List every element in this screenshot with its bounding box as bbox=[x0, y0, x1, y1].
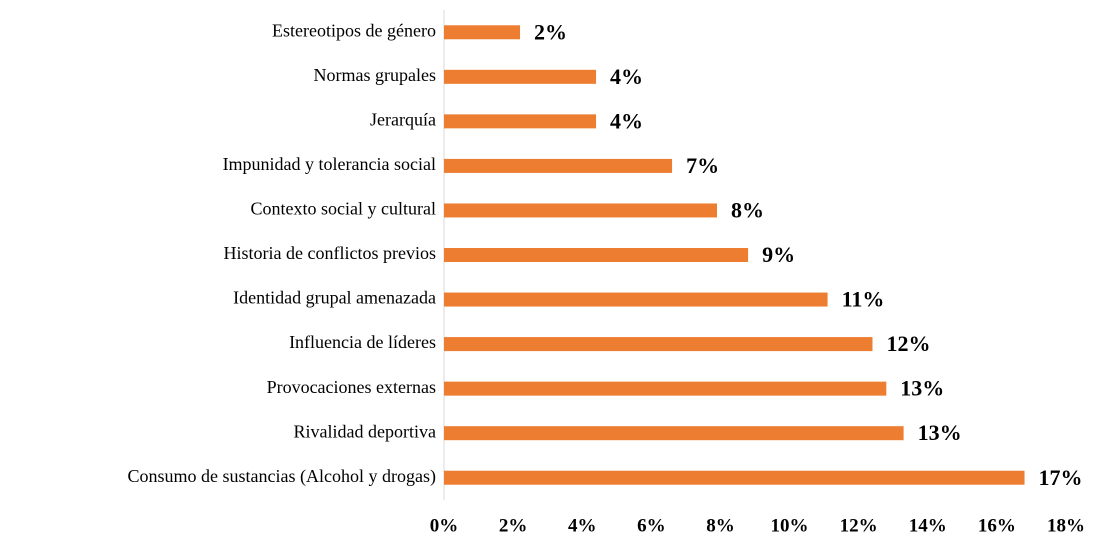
x-tick-label: 12% bbox=[840, 515, 878, 536]
data-label: 12% bbox=[886, 331, 930, 356]
y-tick-label: Jerarquía bbox=[370, 109, 436, 129]
y-tick-label: Contexto social y cultural bbox=[251, 199, 436, 219]
y-tick-label: Identidad grupal amenazada bbox=[233, 288, 436, 308]
bar bbox=[444, 292, 828, 307]
y-tick-label: Historia de conflictos previos bbox=[224, 243, 436, 263]
y-tick-label: Impunidad y tolerancia social bbox=[223, 154, 436, 174]
bar bbox=[444, 337, 873, 352]
bar bbox=[444, 248, 749, 262]
data-label: 13% bbox=[918, 420, 962, 445]
bar bbox=[444, 381, 887, 396]
x-tick-label: 18% bbox=[1047, 515, 1085, 536]
x-tick-label: 8% bbox=[706, 515, 735, 536]
x-tick-label: 10% bbox=[771, 515, 809, 536]
x-tick-label: 2% bbox=[499, 515, 528, 536]
data-label: 7% bbox=[686, 153, 719, 178]
bar bbox=[444, 470, 1025, 485]
y-tick-label: Consumo de sustancias (Alcohol y drogas) bbox=[128, 466, 436, 487]
data-label: 9% bbox=[762, 242, 795, 267]
y-tick-label: Provocaciones externas bbox=[267, 377, 436, 397]
data-label: 2% bbox=[534, 19, 567, 44]
data-label: 4% bbox=[610, 108, 643, 133]
bar bbox=[444, 426, 904, 441]
x-tick-label: 14% bbox=[909, 515, 947, 536]
x-tick-label: 0% bbox=[430, 515, 459, 536]
data-label: 8% bbox=[731, 198, 764, 223]
bar bbox=[444, 158, 673, 173]
data-label: 11% bbox=[842, 287, 885, 312]
bar bbox=[444, 25, 521, 40]
bar bbox=[444, 203, 717, 218]
data-label: 17% bbox=[1039, 465, 1083, 490]
data-label: 13% bbox=[900, 376, 944, 401]
y-tick-label: Normas grupales bbox=[314, 65, 436, 85]
x-tick-label: 4% bbox=[568, 515, 597, 536]
y-tick-label: Estereotipos de género bbox=[272, 20, 436, 40]
x-tick-label: 6% bbox=[637, 515, 666, 536]
x-tick-label: 16% bbox=[978, 515, 1016, 536]
data-label: 4% bbox=[610, 64, 643, 89]
y-tick-label: Rivalidad deportiva bbox=[294, 421, 436, 441]
bar bbox=[444, 114, 597, 129]
bar bbox=[444, 69, 597, 84]
y-tick-label: Influencia de líderes bbox=[289, 332, 436, 352]
